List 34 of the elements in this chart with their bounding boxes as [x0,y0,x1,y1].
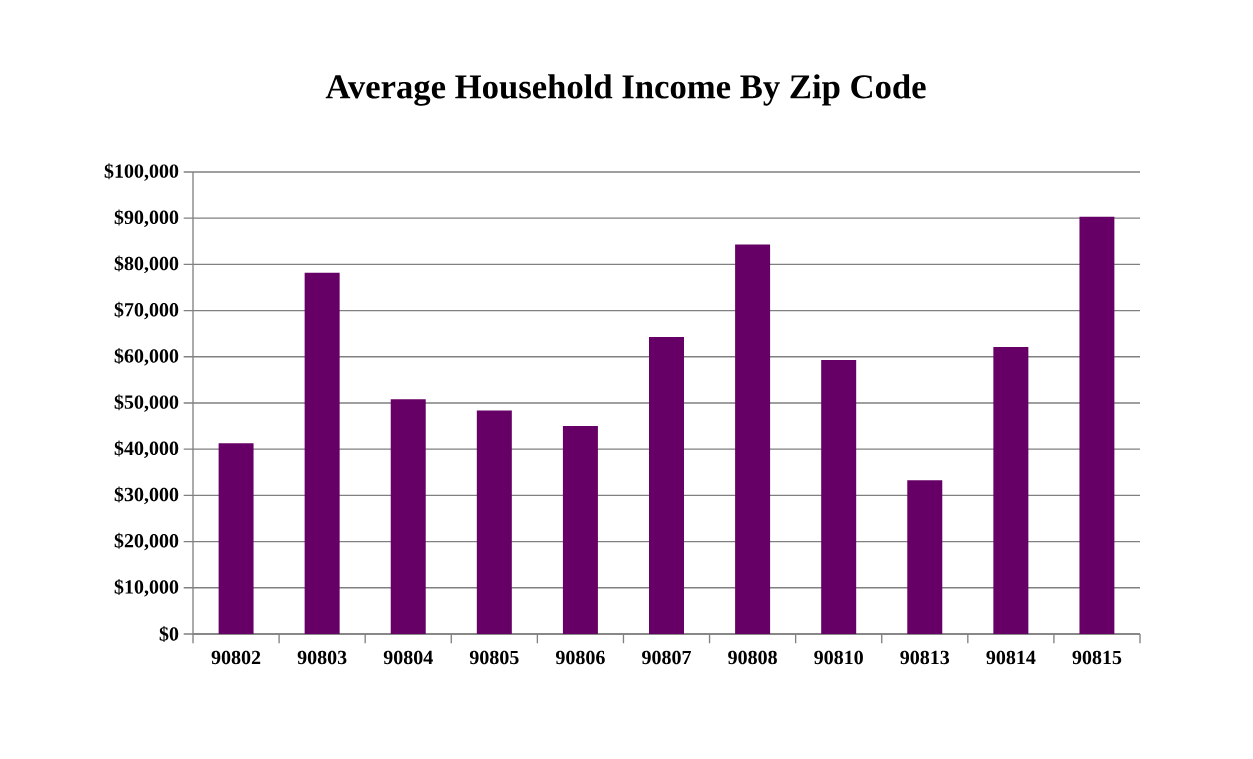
x-tick-label: 90806 [555,650,605,665]
y-tick-label: $40,000 [114,440,179,458]
bar [562,426,598,634]
x-tick-label: 90813 [900,650,950,665]
y-tick-label: $90,000 [114,209,179,227]
bar [304,272,340,634]
y-tick-label: $50,000 [114,394,179,412]
bar [1079,216,1115,634]
x-tick-label: 90810 [814,650,863,665]
y-tick-label: $0 [159,626,179,642]
bar [735,244,771,634]
y-tick-label: $30,000 [114,486,179,505]
y-tick-label: $20,000 [114,532,179,551]
x-tick-label: 90814 [986,650,1036,665]
x-tick-label: 90805 [469,650,519,665]
y-tick-label: $70,000 [114,301,179,320]
y-tick-label: $10,000 [114,579,179,597]
bar [821,360,857,634]
y-tick-label: $100,000 [104,163,179,181]
y-tick-label: $80,000 [114,255,179,274]
x-tick-label: 90807 [642,650,692,665]
bar [390,399,426,634]
x-tick-label: 90815 [1072,650,1122,665]
x-tick-label: 90804 [383,650,433,665]
chart-title: Average Household Income By Zip Code [325,74,926,106]
bar [907,480,943,634]
x-tick-label: 90808 [728,650,777,665]
x-tick-label: 90803 [297,650,347,665]
x-tick-label: 90802 [211,650,261,665]
bar [218,443,254,634]
y-tick-label: $60,000 [114,348,179,366]
bar [476,410,512,634]
bar [649,336,685,634]
bar [993,347,1029,634]
